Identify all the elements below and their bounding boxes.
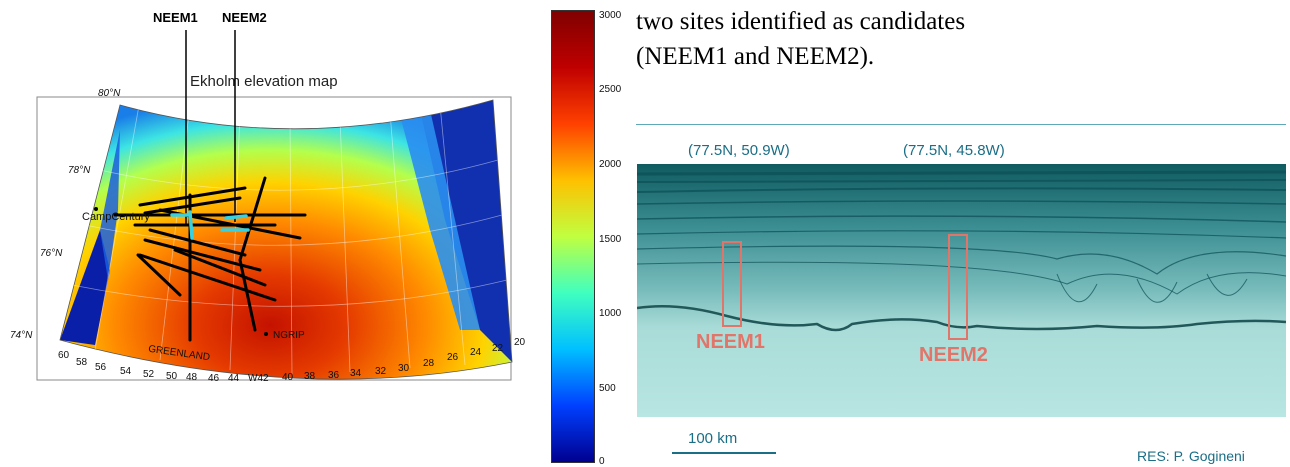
scale-bar-label: 100 km bbox=[688, 430, 738, 447]
lat-label-78: 78°N bbox=[68, 165, 91, 176]
lat-label-76: 76°N bbox=[40, 248, 63, 259]
coord-label-2: (77.5N, 45.8W) bbox=[903, 142, 1005, 159]
radar-neem1-label: NEEM1 bbox=[696, 331, 765, 353]
lon-label: 38 bbox=[304, 371, 316, 382]
colorbar-tick-label: 500 bbox=[599, 383, 616, 394]
bedrock-reflection bbox=[637, 304, 1286, 332]
colorbar-tick-label: 2000 bbox=[599, 159, 622, 170]
ngrip-point bbox=[264, 332, 268, 336]
lon-label: 52 bbox=[143, 369, 155, 380]
radar-neem2-label: NEEM2 bbox=[919, 344, 988, 366]
lon-label: 32 bbox=[375, 366, 387, 377]
lon-label: 50 bbox=[166, 371, 178, 382]
lon-label: 46 bbox=[208, 373, 220, 384]
colorbar-tick-label: 1500 bbox=[599, 234, 622, 245]
colorbar-tick-label: 3000 bbox=[599, 10, 622, 21]
coord-label-1: (77.5N, 50.9W) bbox=[688, 142, 790, 159]
elevation-map bbox=[36, 30, 513, 381]
lat-label-80: 80°N bbox=[98, 88, 121, 99]
west-coast-low bbox=[60, 230, 110, 345]
colorbar-tick-label: 0 bbox=[599, 456, 605, 467]
lon-label: 44 bbox=[228, 373, 240, 384]
scale-bar bbox=[672, 452, 776, 454]
neem2-site-box bbox=[948, 234, 968, 340]
lon-label: 58 bbox=[76, 357, 88, 368]
radar-divider bbox=[636, 124, 1286, 125]
map-neem2-label: NEEM2 bbox=[222, 10, 267, 25]
camp-century-point bbox=[94, 207, 98, 211]
credit-label: RES: P. Gogineni bbox=[1137, 448, 1245, 464]
map-neem1-label: NEEM1 bbox=[153, 10, 198, 25]
neem1-site-box bbox=[722, 241, 742, 327]
camp-century-label: CampCentury bbox=[82, 211, 150, 223]
map-frame bbox=[36, 96, 512, 381]
lon-label: 34 bbox=[350, 368, 362, 379]
map-title: Ekholm elevation map bbox=[190, 73, 338, 90]
caption-line-1: two sites identified as candidates bbox=[636, 8, 966, 35]
lon-label: 60 bbox=[58, 350, 70, 361]
lon-label: 24 bbox=[470, 347, 482, 358]
lon-label: 56 bbox=[95, 362, 107, 373]
radar-echogram bbox=[637, 164, 1286, 417]
lon-label: 20 bbox=[514, 337, 526, 348]
lon-label: W42 bbox=[248, 373, 269, 384]
lat-label-74: 74°N bbox=[10, 330, 33, 341]
echogram-background bbox=[637, 164, 1286, 417]
lon-label: 36 bbox=[328, 370, 340, 381]
elevation-colorbar bbox=[551, 10, 595, 463]
colorbar-tick-label: 1000 bbox=[599, 308, 622, 319]
lon-label: 22 bbox=[492, 343, 504, 354]
caption-line-2: (NEEM1 and NEEM2). bbox=[636, 43, 875, 70]
lon-label: 30 bbox=[398, 363, 410, 374]
lon-label: 28 bbox=[423, 358, 435, 369]
lon-label: 26 bbox=[447, 352, 459, 363]
lon-label: 54 bbox=[120, 366, 132, 377]
lon-label: 48 bbox=[186, 372, 198, 383]
lon-label: 40 bbox=[282, 372, 294, 383]
colorbar-tick-label: 2500 bbox=[599, 84, 622, 95]
east-coast-low bbox=[420, 100, 512, 362]
ngrip-label: NGRIP bbox=[273, 330, 305, 341]
elevation-map-panel: NEEM1 NEEM2 Ekholm elevation map bbox=[0, 0, 540, 467]
